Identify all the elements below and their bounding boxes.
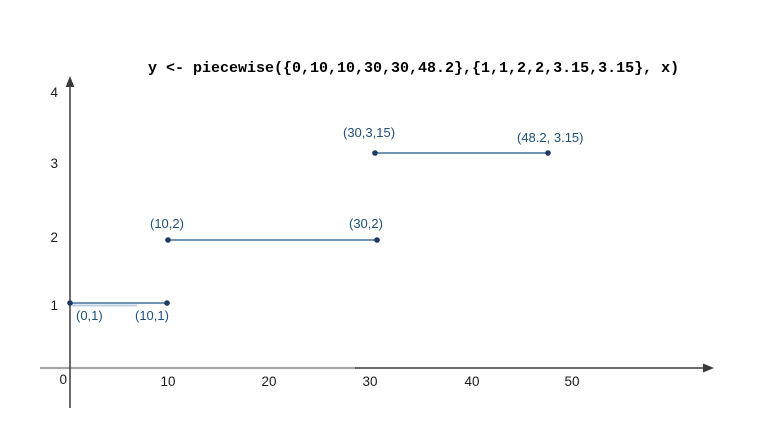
x-tick-label: 40 [464,374,479,389]
data-point [374,237,380,243]
y-tick-label: 3 [50,156,58,171]
x-tick-label-origin: 0 [59,372,67,387]
y-axis-arrow-icon [65,76,75,87]
y-tick-label: 4 [50,85,58,100]
point-label: (10,2) [150,216,184,231]
x-tick-label: 20 [261,374,276,389]
point-label: (10,1) [135,308,169,323]
data-point [372,150,378,156]
data-point [165,237,171,243]
point-label: (30,3,15) [343,125,395,140]
x-tick-label: 10 [160,374,175,389]
data-point [545,150,551,156]
x-axis-arrow-icon [703,363,714,373]
y-tick-label: 2 [50,230,58,245]
y-tick-label: 1 [50,298,58,313]
point-label: (48.2, 3.15) [517,130,584,145]
chart-title: y <- piecewise({0,10,10,30,30,48.2},{1,1… [148,60,679,77]
point-label: (30,2) [349,216,383,231]
x-tick-label: 50 [564,374,579,389]
point-label: (0,1) [76,308,103,323]
data-point [164,300,170,306]
x-tick-label: 30 [362,374,377,389]
data-point [67,300,73,306]
